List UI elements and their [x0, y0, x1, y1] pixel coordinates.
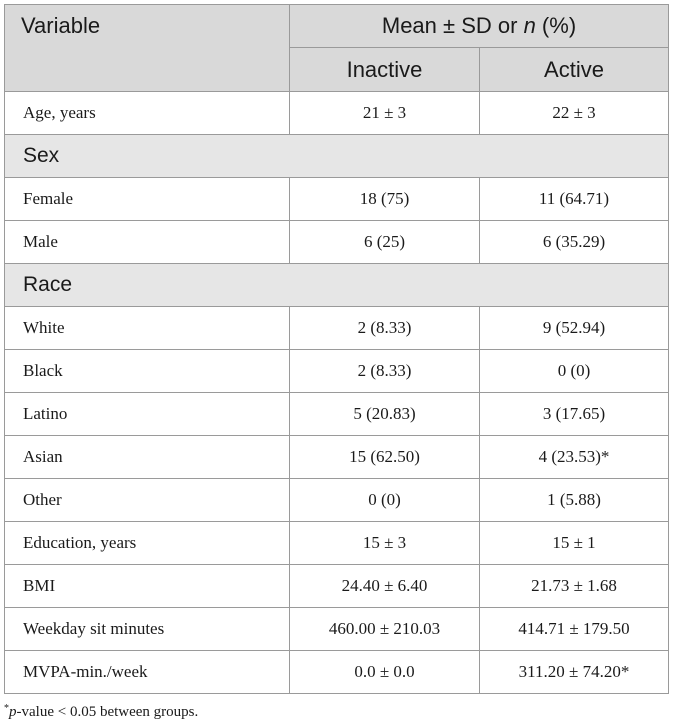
- table-row-black: Black 2 (8.33) 0 (0): [4, 349, 670, 393]
- section-row-race: Race: [3, 263, 670, 307]
- row-label: White: [4, 306, 290, 350]
- table-row-asian: Asian 15 (62.50) 4 (23.53)*: [4, 435, 670, 479]
- cell-inactive: 0.0 ± 0.0: [289, 650, 480, 694]
- cell-active: 22 ± 3: [478, 91, 670, 135]
- cell-active: 21.73 ± 1.68: [478, 564, 670, 608]
- header-group-caption: Mean ± SD or n (%): [288, 4, 670, 48]
- table-row-other: Other 0 (0) 1 (5.88): [4, 478, 670, 522]
- cell-active: 11 (64.71): [478, 177, 670, 221]
- cell-inactive: 2 (8.33): [289, 306, 480, 350]
- data-table: Variable Mean ± SD or n (%) Inactive Act…: [3, 4, 670, 694]
- cell-active: 414.71 ± 179.50: [478, 607, 670, 651]
- header-caption-n: n: [523, 13, 536, 38]
- cell-inactive: 24.40 ± 6.40: [289, 564, 480, 608]
- table-row-white: White 2 (8.33) 9 (52.94): [4, 306, 670, 350]
- cell-active: 3 (17.65): [478, 392, 670, 436]
- header-caption-suffix: (%): [535, 13, 577, 38]
- table-row-latino: Latino 5 (20.83) 3 (17.65): [4, 392, 670, 436]
- footnote-marker: *: [4, 703, 9, 714]
- table-row-education: Education, years 15 ± 3 15 ± 1: [4, 521, 670, 565]
- section-row-sex: Sex: [3, 134, 670, 178]
- cell-active: 15 ± 1: [478, 521, 670, 565]
- header-active: Active: [478, 47, 670, 92]
- section-label: Sex: [3, 134, 670, 178]
- cell-active: 311.20 ± 74.20*: [478, 650, 670, 694]
- row-label: Other: [4, 478, 290, 522]
- table-row-sit-minutes: Weekday sit minutes 460.00 ± 210.03 414.…: [4, 607, 670, 651]
- cell-active: 1 (5.88): [478, 478, 670, 522]
- header-row-2: Inactive Active: [5, 47, 670, 92]
- header-caption-prefix: Mean ± SD or: [381, 13, 524, 38]
- row-label: Male: [4, 220, 290, 264]
- cell-inactive: 2 (8.33): [289, 349, 480, 393]
- table-row-bmi: BMI 24.40 ± 6.40 21.73 ± 1.68: [4, 564, 670, 608]
- section-label: Race: [3, 263, 670, 307]
- cell-inactive: 5 (20.83): [289, 392, 480, 436]
- row-label: Weekday sit minutes: [4, 607, 290, 651]
- cell-active: 4 (23.53)*: [478, 435, 670, 479]
- table-row-male: Male 6 (25) 6 (35.29): [4, 220, 670, 264]
- cell-inactive: 460.00 ± 210.03: [289, 607, 480, 651]
- footnote-p: p: [9, 704, 17, 720]
- header-row-1: Variable Mean ± SD or n (%): [4, 4, 670, 92]
- row-label: Asian: [4, 435, 290, 479]
- table-row-mvpa: MVPA-min./week 0.0 ± 0.0 311.20 ± 74.20*: [4, 650, 670, 694]
- header-inactive: Inactive: [289, 47, 480, 92]
- cell-inactive: 0 (0): [289, 478, 480, 522]
- table-row-female: Female 18 (75) 11 (64.71): [4, 177, 670, 221]
- header-variable: Variable: [4, 4, 290, 92]
- footnote-text: -value < 0.05 between groups.: [16, 704, 199, 720]
- table-row-age: Age, years 21 ± 3 22 ± 3: [4, 91, 670, 135]
- cell-inactive: 21 ± 3: [289, 91, 480, 135]
- cell-active: 6 (35.29): [478, 220, 670, 264]
- row-label: Education, years: [4, 521, 290, 565]
- table-footnote: *p-value < 0.05 between groups.: [4, 703, 198, 721]
- row-label: Black: [4, 349, 290, 393]
- cell-inactive: 6 (25): [289, 220, 480, 264]
- cell-active: 0 (0): [478, 349, 670, 393]
- cell-inactive: 15 ± 3: [289, 521, 480, 565]
- row-label: BMI: [4, 564, 290, 608]
- cell-active: 9 (52.94): [478, 306, 670, 350]
- cell-inactive: 18 (75): [289, 177, 480, 221]
- row-label: MVPA-min./week: [4, 650, 290, 694]
- row-label: Female: [4, 177, 290, 221]
- row-label: Latino: [4, 392, 290, 436]
- row-label: Age, years: [4, 91, 290, 135]
- cell-inactive: 15 (62.50): [289, 435, 480, 479]
